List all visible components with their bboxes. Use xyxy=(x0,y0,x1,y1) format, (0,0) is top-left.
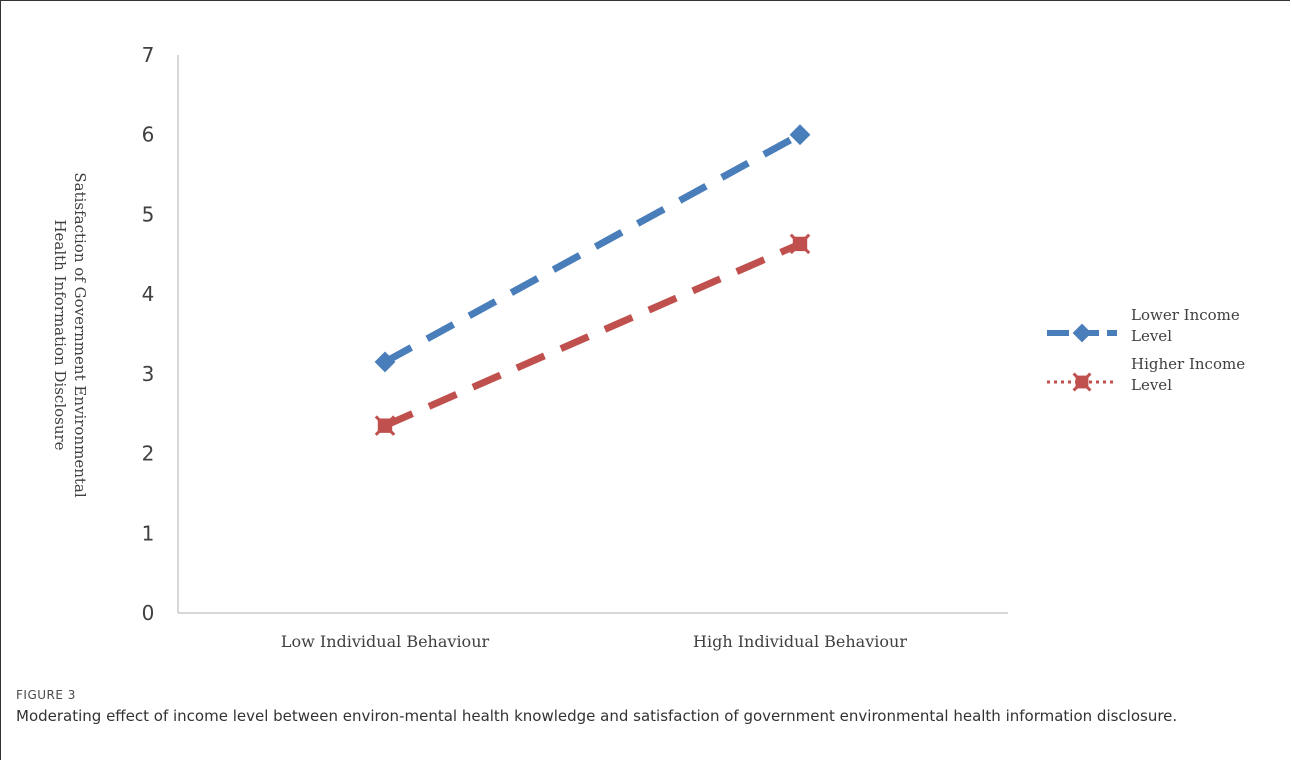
y-tick-label: 2 xyxy=(142,442,155,466)
figure-caption: Moderating effect of income level betwee… xyxy=(16,707,1178,725)
x-tick-label: High Individual Behaviour xyxy=(693,632,907,651)
series-marker xyxy=(374,351,396,373)
series-0 xyxy=(374,124,811,373)
y-axis-title-line: Satisfaction of Government Environmental xyxy=(71,172,89,498)
legend-item: Higher Income Level xyxy=(1047,355,1245,394)
series-marker-cross xyxy=(374,415,396,436)
series-marker xyxy=(789,124,811,146)
figure-label: FIGURE 3 xyxy=(16,688,76,702)
series-marker xyxy=(1072,323,1092,343)
y-tick-label: 7 xyxy=(142,43,155,67)
legend-item: Lower Income Level xyxy=(1047,306,1240,345)
y-tick-label: 6 xyxy=(142,123,155,147)
y-tick-label: 1 xyxy=(142,521,155,545)
y-tick-label: 0 xyxy=(142,601,155,625)
y-axis-title: Satisfaction of Government Environmental… xyxy=(51,172,89,498)
legend-label-line: Level xyxy=(1131,376,1172,394)
legend-label-line: Lower Income xyxy=(1131,306,1240,324)
series-1 xyxy=(374,233,811,436)
chart-series xyxy=(374,124,811,436)
legend-label: Higher Income Level xyxy=(1131,355,1245,394)
series-marker-cross xyxy=(789,233,811,255)
y-tick-label: 4 xyxy=(142,282,155,306)
series-marker-cross xyxy=(1072,372,1092,392)
legend-label: Lower Income Level xyxy=(1131,306,1240,345)
x-tick-label: Low Individual Behaviour xyxy=(281,632,490,651)
legend-label-line: Level xyxy=(1131,327,1172,345)
line-chart: 0 1 2 3 4 5 6 7 Low Individual Behaviour High Ind… xyxy=(51,43,1245,651)
y-tick-label: 3 xyxy=(142,362,155,386)
y-tick-label: 5 xyxy=(142,202,155,226)
series-line xyxy=(383,240,802,429)
chart-axes: 0 1 2 3 4 5 6 7 Low Individual Behaviour High Ind… xyxy=(51,43,1008,651)
y-axis-title-line: Health Information Disclosure xyxy=(51,219,69,450)
series-line xyxy=(383,131,802,365)
legend-label-line: Higher Income xyxy=(1131,355,1245,373)
chart-legend: Lower Income Level Higher Income Level xyxy=(1047,306,1245,394)
